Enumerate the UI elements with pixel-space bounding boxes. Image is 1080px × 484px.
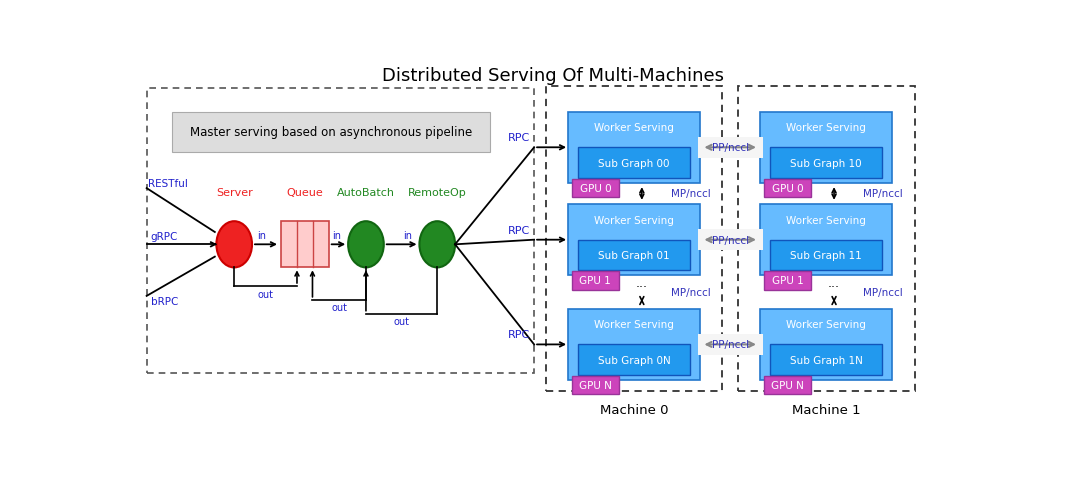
Text: Queue: Queue: [286, 188, 323, 197]
Text: Worker Serving: Worker Serving: [594, 320, 674, 330]
Bar: [578, 345, 690, 376]
Text: GPU 1: GPU 1: [580, 276, 611, 286]
Text: RPC: RPC: [508, 330, 530, 340]
Bar: [760, 205, 892, 275]
Bar: [770, 240, 882, 271]
Bar: [765, 376, 811, 394]
Text: RemoteOp: RemoteOp: [408, 188, 467, 197]
Bar: [765, 180, 811, 198]
Text: out: out: [332, 303, 347, 313]
Bar: [698, 137, 762, 159]
Text: Worker Serving: Worker Serving: [786, 215, 866, 225]
Bar: [698, 334, 762, 355]
Text: Distributed Serving Of Multi-Machines: Distributed Serving Of Multi-Machines: [382, 67, 725, 85]
Text: Sub Graph 10: Sub Graph 10: [791, 158, 862, 168]
Text: GPU 0: GPU 0: [772, 184, 804, 194]
Bar: [578, 148, 690, 179]
Text: MP/nccl: MP/nccl: [672, 287, 711, 298]
Text: MP/nccl: MP/nccl: [672, 189, 711, 199]
Text: AutoBatch: AutoBatch: [337, 188, 395, 197]
Text: GPU N: GPU N: [771, 380, 804, 391]
Text: PP/nccl: PP/nccl: [712, 143, 748, 153]
Text: GPU 0: GPU 0: [580, 184, 611, 194]
Bar: [568, 205, 700, 275]
Text: Worker Serving: Worker Serving: [786, 320, 866, 330]
Text: ...: ...: [828, 277, 840, 290]
Text: out: out: [258, 289, 273, 299]
Text: Worker Serving: Worker Serving: [594, 123, 674, 133]
Bar: [545, 87, 723, 391]
Text: Machine 0: Machine 0: [599, 403, 669, 416]
Bar: [572, 180, 619, 198]
Text: GPU N: GPU N: [579, 380, 611, 391]
Text: in: in: [332, 230, 341, 241]
Text: GPU 1: GPU 1: [772, 276, 804, 286]
Bar: [172, 113, 490, 152]
Text: Server: Server: [216, 188, 253, 197]
Ellipse shape: [216, 222, 252, 268]
Text: Sub Graph 00: Sub Graph 00: [598, 158, 670, 168]
Bar: [572, 272, 619, 290]
Bar: [578, 240, 690, 271]
Text: in: in: [258, 230, 267, 241]
Text: Sub Graph 01: Sub Graph 01: [598, 251, 670, 260]
Bar: [738, 87, 915, 391]
Text: Sub Graph 0N: Sub Graph 0N: [597, 355, 671, 365]
Text: RPC: RPC: [508, 225, 530, 235]
Bar: [147, 89, 535, 373]
Text: gRPC: gRPC: [151, 231, 178, 242]
Text: RESTful: RESTful: [148, 178, 188, 188]
Text: MP/nccl: MP/nccl: [864, 287, 903, 298]
Text: Worker Serving: Worker Serving: [786, 123, 866, 133]
Bar: [770, 148, 882, 179]
Text: Master serving based on asynchronous pipeline: Master serving based on asynchronous pip…: [190, 126, 472, 139]
Text: RPC: RPC: [508, 133, 530, 143]
Ellipse shape: [348, 222, 383, 268]
Text: PP/nccl: PP/nccl: [712, 340, 748, 349]
Text: in: in: [403, 230, 413, 241]
Bar: [568, 113, 700, 183]
Bar: [572, 376, 619, 394]
Bar: [765, 272, 811, 290]
Text: ...: ...: [636, 277, 648, 290]
Text: out: out: [393, 317, 409, 327]
Bar: [281, 222, 328, 268]
Bar: [760, 113, 892, 183]
Text: bRPC: bRPC: [151, 297, 178, 307]
Bar: [568, 309, 700, 380]
Ellipse shape: [419, 222, 455, 268]
Bar: [760, 309, 892, 380]
Bar: [770, 345, 882, 376]
Text: Worker Serving: Worker Serving: [594, 215, 674, 225]
Text: Sub Graph 11: Sub Graph 11: [791, 251, 862, 260]
Bar: [698, 229, 762, 251]
Text: Machine 1: Machine 1: [792, 403, 861, 416]
Text: MP/nccl: MP/nccl: [864, 189, 903, 199]
Text: Sub Graph 1N: Sub Graph 1N: [789, 355, 863, 365]
Text: PP/nccl: PP/nccl: [712, 235, 748, 245]
